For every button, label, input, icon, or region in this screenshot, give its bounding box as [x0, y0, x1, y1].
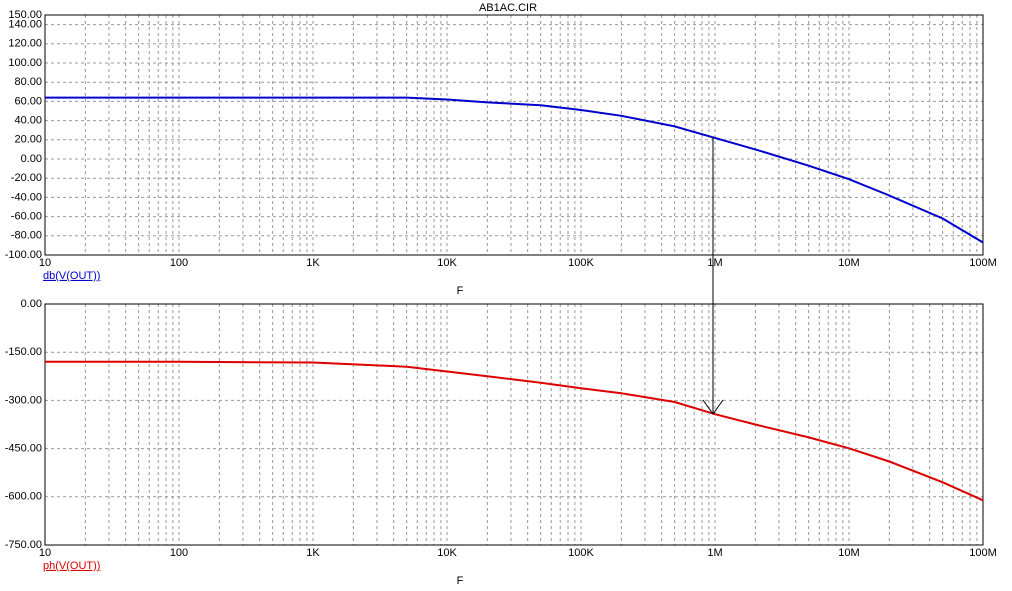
y-tick-label: -80.00 [11, 230, 42, 242]
series-line [45, 96, 984, 244]
x-tick-label: 10K [437, 547, 457, 559]
y-tick-label: 120.00 [8, 38, 42, 50]
y-tick-label: 60.00 [14, 95, 42, 107]
x-tick-label: 100M [969, 547, 997, 559]
y-tick-label: -20.00 [11, 172, 42, 184]
x-axis-label: F [457, 575, 464, 587]
y-tick-label: 140.00 [8, 19, 42, 31]
x-axis-label: F [457, 285, 464, 297]
y-tick-label: 40.00 [14, 115, 42, 127]
x-tick-label: 100K [568, 547, 594, 559]
x-tick-label: 100K [568, 257, 594, 269]
x-tick-label: 10 [39, 257, 51, 269]
series-line [45, 360, 984, 502]
legend-label: db(V(OUT)) [43, 270, 100, 282]
x-tick-label: 1M [707, 547, 722, 559]
y-tick-label: -300.00 [5, 394, 42, 406]
x-tick-label: 10M [838, 547, 859, 559]
x-tick-label: 10 [39, 547, 51, 559]
y-tick-label: -600.00 [5, 491, 42, 503]
cursor-arrow [702, 399, 724, 415]
y-tick-label: 100.00 [8, 57, 42, 69]
x-tick-label: 1K [306, 547, 320, 559]
x-tick-label: 10K [437, 257, 457, 269]
y-tick-label: 0.00 [21, 298, 42, 310]
legend-label: ph(V(OUT)) [43, 560, 100, 572]
y-tick-label: 20.00 [14, 134, 42, 146]
y-tick-label: 150.00 [8, 9, 42, 21]
x-tick-label: 100 [170, 547, 188, 559]
x-tick-label: 100 [170, 257, 188, 269]
plot-frame [44, 303, 984, 546]
chart-title: AB1AC.CIR [479, 2, 537, 14]
y-tick-label: -100.00 [5, 249, 42, 261]
y-tick-label: -450.00 [5, 443, 42, 455]
x-tick-label: 1K [306, 257, 320, 269]
y-tick-label: -60.00 [11, 211, 42, 223]
x-tick-label: 1M [707, 257, 722, 269]
y-tick-label: -40.00 [11, 191, 42, 203]
x-tick-label: 10M [838, 257, 859, 269]
x-tick-label: 100M [969, 257, 997, 269]
y-tick-label: -150.00 [5, 346, 42, 358]
y-tick-label: -750.00 [5, 539, 42, 551]
y-tick-label: 0.00 [21, 153, 42, 165]
y-tick-label: 80.00 [14, 76, 42, 88]
plot-frame [44, 14, 984, 256]
